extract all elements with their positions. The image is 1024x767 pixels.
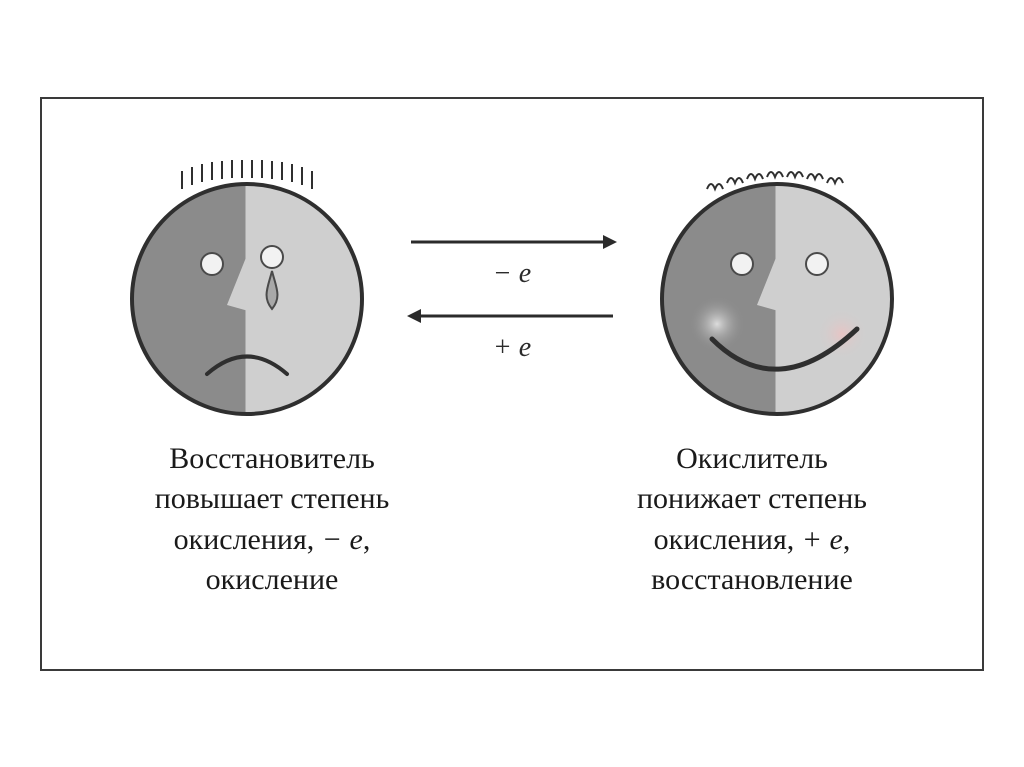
caption-em: − e [322, 523, 363, 556]
arrow-top-label: − e [493, 258, 531, 290]
caption-text: окисление [206, 563, 339, 596]
caption-text: восстановление [651, 563, 853, 596]
faces-row: − e + e [42, 99, 982, 429]
caption-em: + e [802, 523, 843, 556]
caption-text: , [363, 523, 371, 556]
caption-text: Восстановитель [169, 442, 375, 475]
page: − e + e [0, 0, 1024, 767]
diagram-content: − e + e [42, 99, 982, 669]
caption-text: , [843, 523, 851, 556]
captions-row: Восстановитель повышает степень окислени… [42, 429, 982, 631]
arrow-top: − e [407, 230, 617, 294]
caption-text: окисления, [654, 523, 802, 556]
arrow-right-icon [407, 230, 617, 254]
arrow-left-icon [407, 304, 617, 328]
sad-face-icon [112, 139, 382, 419]
caption-text: повышает степень [155, 482, 390, 515]
caption-text: окисления, [174, 523, 322, 556]
diagram-frame: − e + e [40, 97, 984, 671]
oxidizer-caption: Окислитель понижает степень окисления, +… [552, 439, 952, 601]
arrows-block: − e + e [392, 230, 632, 368]
reducer-caption: Восстановитель повышает степень окислени… [72, 439, 472, 601]
happy-face-icon [642, 139, 912, 419]
caption-text: понижает степень [637, 482, 867, 515]
caption-text: Окислитель [676, 442, 828, 475]
reducer-face [102, 139, 392, 419]
arrow-bottom: + e [407, 304, 617, 368]
oxidizer-face [632, 139, 922, 419]
arrow-bottom-label: + e [493, 332, 531, 364]
